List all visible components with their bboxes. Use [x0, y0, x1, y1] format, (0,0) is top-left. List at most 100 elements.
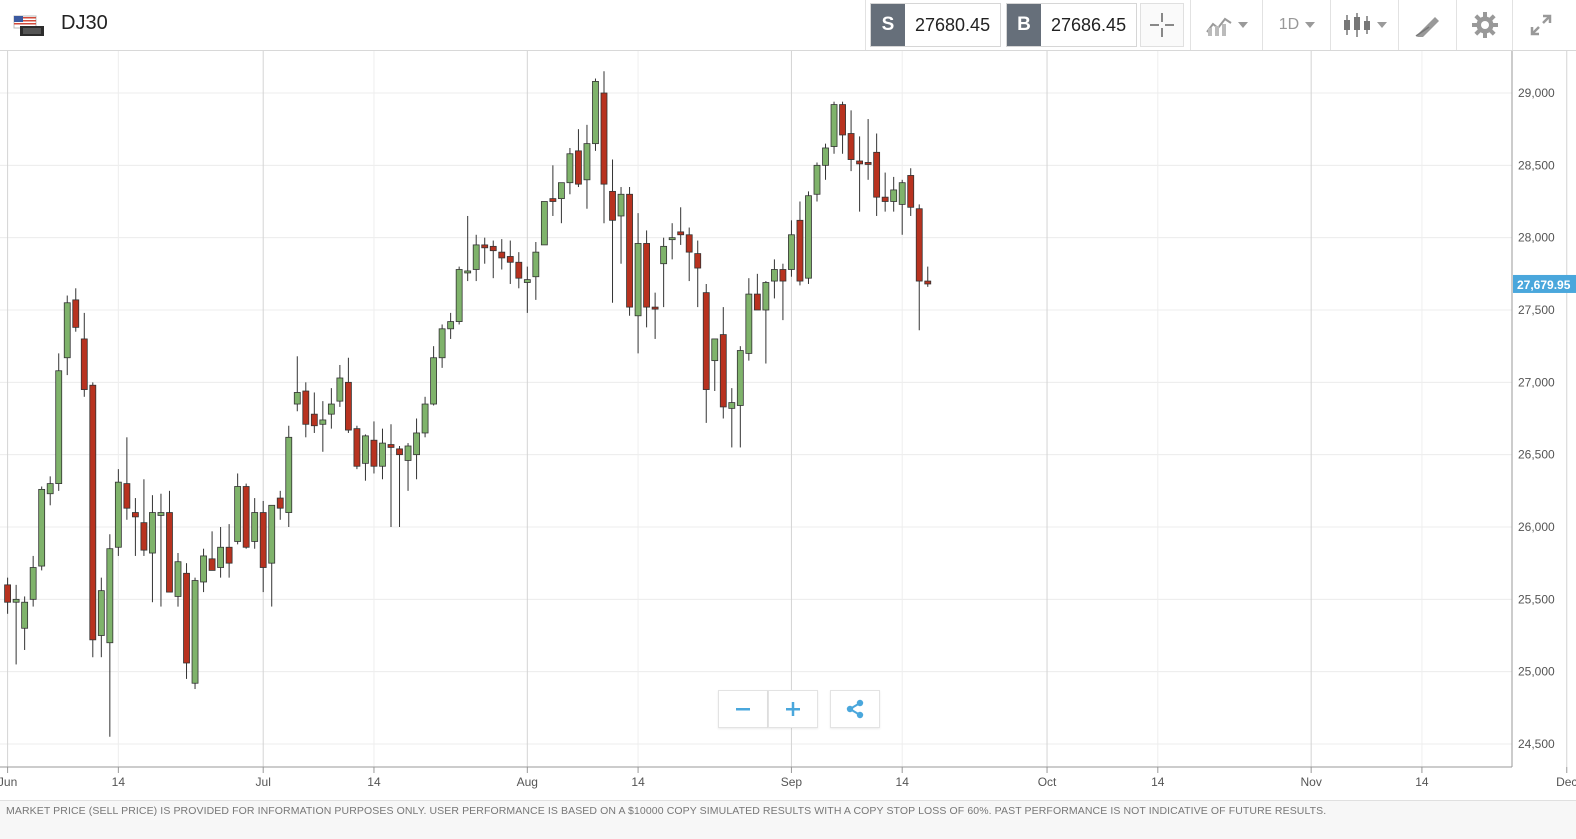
share-icon	[846, 699, 864, 719]
candle-body	[413, 432, 420, 456]
candle	[830, 101, 838, 154]
crosshair-button[interactable]	[1140, 3, 1184, 47]
settings-button[interactable]	[1460, 0, 1510, 50]
candle	[63, 295, 71, 376]
minus-icon	[736, 708, 750, 711]
candle	[566, 147, 574, 195]
instrument-symbol: DJ30	[61, 12, 108, 34]
candle	[890, 176, 898, 212]
candle-body	[762, 282, 770, 311]
candle	[234, 473, 242, 545]
candle	[12, 584, 20, 665]
candle	[455, 266, 463, 325]
sell-price-button[interactable]: S 27680.45	[870, 3, 1002, 47]
candle-body	[617, 193, 625, 217]
candle	[489, 240, 497, 279]
candle	[421, 396, 429, 438]
candle-body	[353, 428, 361, 467]
candle	[327, 388, 335, 429]
candle	[191, 577, 199, 690]
candle	[80, 312, 88, 397]
candle-body	[200, 555, 207, 583]
candle	[771, 259, 778, 299]
candle	[200, 548, 207, 593]
x-tick-label: 14	[896, 775, 910, 789]
candle	[285, 425, 293, 527]
candle	[242, 483, 250, 549]
candle-body	[55, 370, 63, 485]
candle-body	[830, 104, 838, 147]
candle	[532, 242, 540, 300]
candle	[464, 215, 472, 282]
candle-body	[276, 497, 284, 509]
candle	[404, 443, 412, 491]
candle	[805, 191, 812, 284]
candle-body	[12, 598, 20, 603]
x-tick-label: Aug	[517, 775, 538, 789]
candle	[370, 421, 378, 474]
candle	[745, 278, 753, 361]
candle-body	[864, 162, 872, 165]
zoom-in-button[interactable]	[768, 690, 818, 728]
candle-body	[668, 237, 676, 241]
candles-icon	[1344, 13, 1370, 37]
candle-body	[702, 292, 710, 390]
candle-body	[694, 253, 702, 269]
candle-body	[131, 512, 139, 518]
candle-body	[191, 580, 199, 684]
x-tick-label: Sep	[781, 775, 803, 789]
candle-body	[46, 483, 54, 495]
candle	[310, 392, 318, 433]
candle	[634, 213, 642, 354]
candle-body	[38, 488, 46, 567]
draw-tools-button[interactable]	[1402, 0, 1454, 50]
buy-price-button[interactable]: B 27686.45	[1006, 3, 1138, 47]
candle	[924, 266, 932, 287]
fullscreen-button[interactable]	[1516, 0, 1566, 50]
candle-body	[293, 392, 301, 405]
candle-style-button[interactable]	[1334, 0, 1396, 50]
price-chart[interactable]: 24,500 25,000 25,500 26,000 26,500 27,000 27,5…	[0, 51, 1576, 800]
candle-body	[472, 244, 480, 270]
candle	[157, 493, 165, 607]
candle-body	[251, 512, 259, 542]
candle	[319, 401, 327, 452]
candle-body	[63, 302, 71, 359]
candle-body	[362, 435, 369, 464]
candle	[174, 553, 182, 607]
y-tick-label: 28,000	[1518, 231, 1555, 245]
candle-body	[140, 522, 148, 551]
chevron-down-icon	[1305, 22, 1316, 28]
candle	[259, 500, 267, 593]
toolbar-divider	[1456, 0, 1457, 50]
candle	[29, 555, 37, 607]
candle-body	[166, 512, 173, 593]
chart-type-button[interactable]	[1196, 0, 1258, 50]
x-tick-label: Dec	[1556, 775, 1576, 789]
candle-body	[259, 512, 267, 568]
candle-body	[157, 512, 165, 516]
candle-body	[651, 306, 659, 310]
candle-body	[4, 584, 11, 603]
toolbar: DJ30 S 27680.45 B 27686.45 1D	[0, 0, 1576, 51]
candle-body	[890, 189, 898, 202]
candle	[46, 476, 54, 506]
candle-body	[183, 572, 190, 664]
candle	[558, 182, 565, 224]
candle	[822, 143, 829, 180]
candle-body	[847, 133, 855, 160]
candle-body	[907, 175, 915, 208]
candle	[430, 346, 438, 406]
candle-body	[208, 558, 216, 571]
candle-body	[217, 546, 225, 568]
candle	[183, 563, 190, 679]
candle	[362, 434, 369, 481]
candle	[114, 469, 122, 556]
y-tick-label: 26,500	[1518, 448, 1555, 462]
candle-body	[685, 234, 693, 253]
share-button[interactable]	[830, 690, 880, 728]
gear-icon	[1472, 12, 1498, 38]
candle-body	[634, 243, 642, 317]
zoom-out-button[interactable]	[718, 690, 768, 728]
timeframe-select[interactable]: 1D	[1266, 0, 1328, 50]
